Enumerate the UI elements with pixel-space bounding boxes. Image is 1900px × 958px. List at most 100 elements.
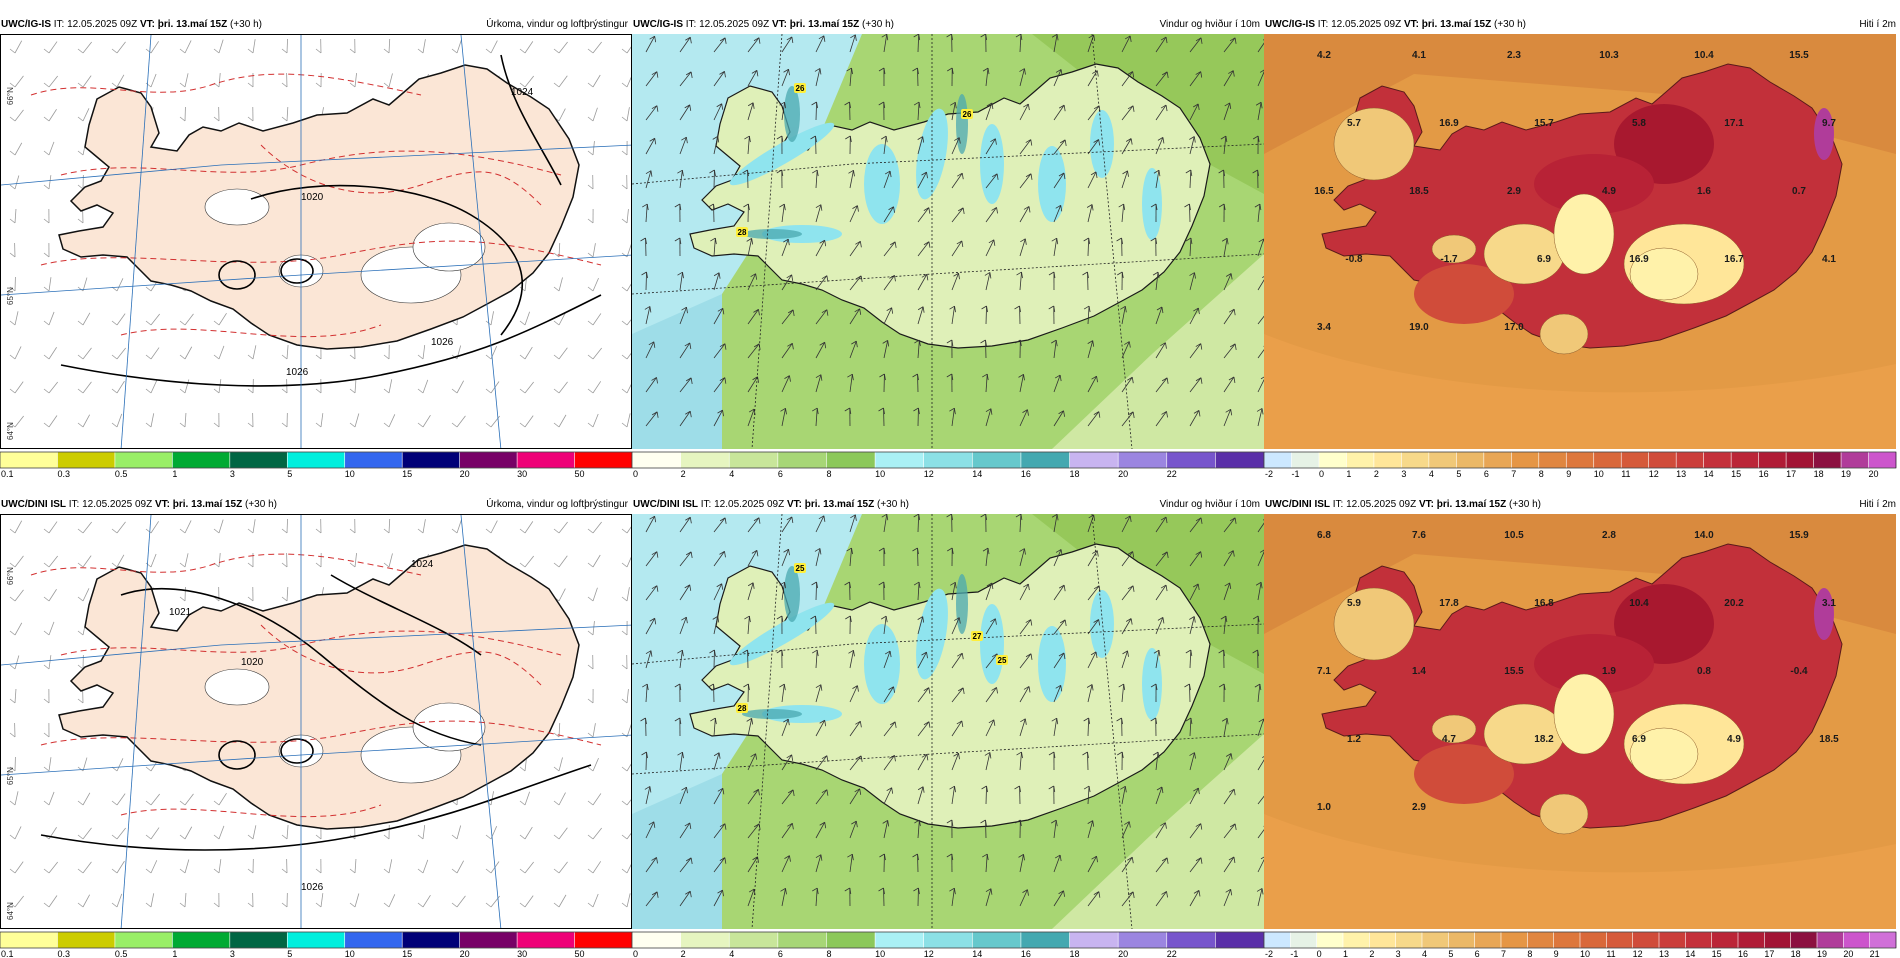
colorbar-swatch bbox=[575, 932, 633, 948]
colorbar-tick: 0 bbox=[1319, 469, 1324, 479]
colorbar-tick: 10 bbox=[875, 949, 885, 958]
temperature-label: 7.1 bbox=[1317, 666, 1331, 677]
colorbar-swatch bbox=[345, 932, 403, 948]
colorbar-swatch bbox=[1869, 452, 1897, 468]
colorbar-swatch bbox=[1676, 452, 1704, 468]
colorbar-swatch bbox=[1764, 932, 1791, 948]
colorbar-tick: 2 bbox=[681, 469, 686, 479]
colorbar-swatch bbox=[1118, 932, 1167, 948]
colorbar-swatch bbox=[402, 452, 460, 468]
colorbar-tick: 8 bbox=[1539, 469, 1544, 479]
colorbar-swatch bbox=[1374, 452, 1402, 468]
model-name: UWC/IG-IS bbox=[633, 19, 683, 30]
colorbar-swatch bbox=[681, 452, 730, 468]
colorbar-tick: 3 bbox=[1396, 949, 1401, 958]
colorbar-tick: 4 bbox=[729, 949, 734, 958]
colorbar-swatch bbox=[1317, 932, 1344, 948]
temperature-label: 10.3 bbox=[1599, 50, 1619, 61]
temperature-label: -0.4 bbox=[1790, 666, 1808, 677]
temperature-label: 4.1 bbox=[1412, 50, 1426, 61]
colorbar-tick: 6 bbox=[1475, 949, 1480, 958]
colorbar-tick: 0 bbox=[633, 949, 638, 958]
colorbar-swatch bbox=[1167, 452, 1216, 468]
colorbar-tick: 2 bbox=[681, 949, 686, 958]
init-time: 12.05.2025 09Z bbox=[67, 19, 137, 30]
colorbar-tick: 12 bbox=[924, 469, 934, 479]
colorbar-tick: 22 bbox=[1167, 949, 1177, 958]
colorbar-tick: 30 bbox=[517, 469, 527, 479]
temperature-label: 6.8 bbox=[1317, 530, 1331, 541]
colorbar-tick: 16 bbox=[1759, 469, 1769, 479]
temperature-label: 15.7 bbox=[1534, 118, 1554, 129]
temperature-label: -1.7 bbox=[1440, 254, 1458, 265]
colorbar-tick: 14 bbox=[1685, 949, 1695, 958]
colorbar-swatch bbox=[1814, 452, 1842, 468]
colorbar-swatch bbox=[1429, 452, 1457, 468]
colorbar-tick: 6 bbox=[778, 469, 783, 479]
lead-time: (+30 h) bbox=[862, 19, 894, 30]
colorbar-tick: 0 bbox=[1317, 949, 1322, 958]
colorbar-swatch bbox=[1580, 932, 1607, 948]
init-time: 12.05.2025 09Z bbox=[1346, 499, 1416, 510]
colorbar-swatch bbox=[1786, 452, 1814, 468]
colorbar-tick: 18 bbox=[1814, 469, 1824, 479]
colorbar-tick: 0.1 bbox=[1, 949, 14, 958]
colorbar-swatch bbox=[1422, 932, 1449, 948]
panel-header: UWC/DINI ISL IT: 12.05.2025 09Z VT: þri.… bbox=[0, 498, 632, 512]
colorbar-swatch bbox=[1841, 452, 1869, 468]
temperature-label: 5.8 bbox=[1632, 118, 1646, 129]
colorbar-tick: 13 bbox=[1659, 949, 1669, 958]
colorbar-tick: -1 bbox=[1290, 949, 1298, 958]
colorbar-swatch bbox=[1791, 932, 1818, 948]
colorbar-swatch bbox=[1685, 932, 1712, 948]
colorbar-swatch bbox=[402, 932, 460, 948]
colorbar-tick: 15 bbox=[1712, 949, 1722, 958]
colorbar-tick: 50 bbox=[575, 469, 585, 479]
colorbar-tick: 10 bbox=[875, 469, 885, 479]
panel-header: UWC/IG-IS IT: 12.05.2025 09Z VT: þri. 13… bbox=[632, 18, 1264, 32]
valid-time: þri. 13.maí 15Z bbox=[1437, 499, 1506, 510]
temperature-label: 10.4 bbox=[1694, 50, 1714, 61]
colorbar-tick: 8 bbox=[826, 469, 831, 479]
panel-title: Vindur og hviður í 10m bbox=[1160, 498, 1260, 512]
temperature-label: 3.1 bbox=[1822, 598, 1836, 609]
colorbar-tick: 0.5 bbox=[115, 469, 128, 479]
temperature-label: 1.9 bbox=[1602, 666, 1616, 677]
colorbar-tick: 22 bbox=[1167, 469, 1177, 479]
colorbar-tick: 20 bbox=[460, 469, 470, 479]
temperature-label: 18.2 bbox=[1534, 734, 1554, 745]
colorbar-swatch bbox=[729, 932, 778, 948]
colorbar-swatch bbox=[1264, 452, 1292, 468]
temperature-label: 0.8 bbox=[1697, 666, 1711, 677]
valid-time: þri. 13.maí 15Z bbox=[158, 19, 227, 30]
temperature-label: 16.7 bbox=[1724, 254, 1744, 265]
colorbar-swatch bbox=[1511, 452, 1539, 468]
colorbar-swatch bbox=[1215, 452, 1264, 468]
colorbar-tick: 14 bbox=[1704, 469, 1714, 479]
colorbar-tick: 0.3 bbox=[57, 949, 70, 958]
temperature-label: 16.9 bbox=[1629, 254, 1649, 265]
lead-time: (+30 h) bbox=[877, 499, 909, 510]
colorbar-tick: 16 bbox=[1021, 949, 1031, 958]
temperature-label: 15.5 bbox=[1789, 50, 1809, 61]
panel-title: Úrkoma, vindur og loftþrýstingur bbox=[486, 18, 628, 32]
colorbar-swatch bbox=[778, 932, 827, 948]
colorbar-tick: 0 bbox=[633, 469, 638, 479]
gust-label: 28 bbox=[738, 704, 747, 713]
colorbar-swatch bbox=[1401, 452, 1429, 468]
colorbar-swatch bbox=[287, 452, 345, 468]
gust-label: 26 bbox=[796, 84, 805, 93]
colorbar-swatch bbox=[460, 452, 518, 468]
temperature-label: 18.5 bbox=[1409, 186, 1429, 197]
gust-label: 27 bbox=[973, 632, 982, 641]
colorbar-swatch bbox=[1738, 932, 1765, 948]
colorbar-tick: 3 bbox=[230, 469, 235, 479]
colorbar-tick: 19 bbox=[1841, 469, 1851, 479]
temperature-label: 9.7 bbox=[1822, 118, 1836, 129]
colorbar-tick: 1 bbox=[1346, 469, 1351, 479]
temp-panel-row2: UWC/DINI ISL IT: 12.05.2025 09Z VT: þri.… bbox=[1264, 498, 1900, 950]
